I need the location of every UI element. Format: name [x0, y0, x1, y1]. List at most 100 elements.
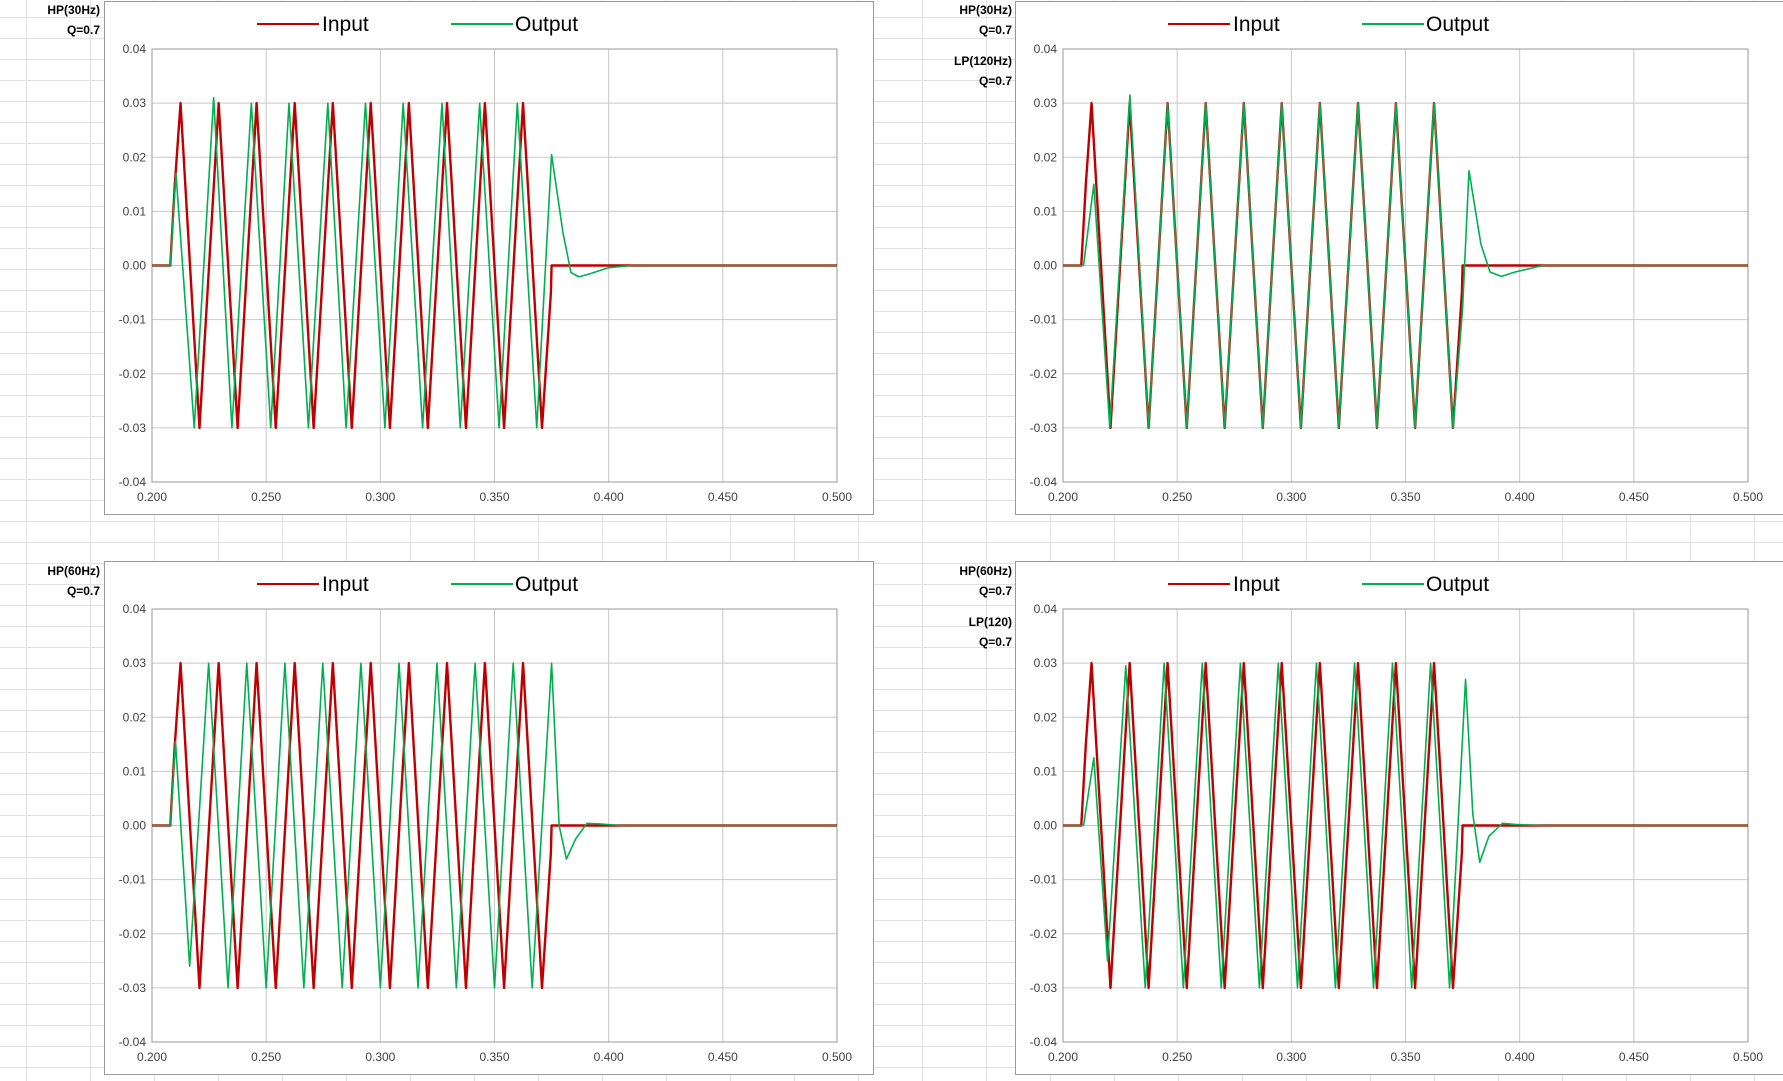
x-tick-label: 0.400 [1505, 1050, 1535, 1064]
series-line-input [152, 661, 837, 990]
x-tick-label: 0.450 [1619, 1050, 1649, 1064]
y-tick-label: -0.04 [119, 1035, 147, 1049]
series-line-input [1063, 661, 1748, 990]
y-tick-label: 0.02 [1034, 150, 1058, 164]
series-line-output [1063, 94, 1748, 429]
y-tick-label: 0.00 [1034, 819, 1058, 833]
x-tick-label: 0.350 [479, 1050, 509, 1064]
y-tick-label: 0.03 [1034, 656, 1058, 670]
y-tick-label: 0.04 [123, 602, 147, 616]
x-tick-label: 0.250 [1162, 490, 1192, 504]
x-tick-label: 0.500 [1733, 1050, 1763, 1064]
legend-label-input: Input [322, 573, 369, 596]
legend-label-output: Output [1426, 13, 1489, 36]
y-tick-label: -0.03 [119, 981, 147, 995]
series-line-output [152, 96, 837, 429]
legend-label-input: Input [1233, 573, 1280, 596]
y-tick-label: -0.03 [1030, 981, 1058, 995]
chart-svg: 0.200 0.250 0.300 0.350 0.400 0.450 0.500 0.04 0… [1030, 13, 1764, 504]
filter-label-line: Q=0.7 [66, 23, 100, 37]
legend-label-output: Output [515, 13, 578, 36]
y-tick-label: 0.04 [1034, 42, 1058, 56]
filter-label-line: LP(120) [968, 615, 1012, 629]
x-tick-label: 0.200 [137, 490, 167, 504]
row-label-bottom-left: HP(60Hz) Q=0.7 [0, 561, 100, 601]
y-tick-label: 0.04 [123, 42, 147, 56]
y-tick-label: -0.03 [1030, 421, 1058, 435]
x-tick-label: 0.250 [251, 1050, 281, 1064]
series-line-output [1063, 662, 1748, 989]
x-tick-label: 0.500 [822, 1050, 852, 1064]
y-tick-label: 0.01 [1034, 764, 1058, 778]
y-tick-label: 0.02 [123, 710, 147, 724]
x-tick-label: 0.200 [137, 1050, 167, 1064]
y-tick-label: 0.03 [1034, 96, 1058, 110]
x-tick-label: 0.350 [1390, 1050, 1420, 1064]
y-tick-label: 0.02 [1034, 710, 1058, 724]
filter-label-line: Q=0.7 [978, 584, 1012, 598]
filter-label-line: HP(30Hz) [47, 3, 100, 17]
x-tick-label: 0.450 [1619, 490, 1649, 504]
x-tick-label: 0.400 [1505, 490, 1535, 504]
x-tick-label: 0.500 [1733, 490, 1763, 504]
y-tick-label: 0.00 [123, 259, 147, 273]
y-tick-label: -0.01 [1030, 313, 1058, 327]
chart-svg: 0.200 0.250 0.300 0.350 0.400 0.450 0.500 0.04 0… [1030, 573, 1764, 1064]
y-tick-label: -0.02 [119, 367, 147, 381]
y-tick-label: -0.01 [1030, 873, 1058, 887]
y-tick-label: -0.01 [119, 313, 147, 327]
x-tick-label: 0.300 [365, 1050, 395, 1064]
x-tick-label: 0.400 [594, 490, 624, 504]
chart-bottom-right: 0.200 0.250 0.300 0.350 0.400 0.450 0.500 0.04 0… [1015, 561, 1783, 1075]
filter-label-line: HP(30Hz) [959, 3, 1012, 17]
x-tick-label: 0.450 [708, 1050, 738, 1064]
x-tick-label: 0.300 [365, 490, 395, 504]
series-line-output [152, 662, 837, 989]
x-tick-label: 0.450 [708, 490, 738, 504]
x-tick-label: 0.200 [1048, 1050, 1078, 1064]
y-tick-label: -0.03 [119, 421, 147, 435]
x-tick-label: 0.250 [1162, 1050, 1192, 1064]
row-label-top-right: HP(30Hz) Q=0.7 LP(120Hz) Q=0.7 [912, 0, 1012, 91]
x-tick-label: 0.200 [1048, 490, 1078, 504]
y-tick-label: 0.04 [1034, 602, 1058, 616]
y-tick-label: -0.02 [1030, 927, 1058, 941]
chart-bottom-left: 0.200 0.250 0.300 0.350 0.400 0.450 0.500 0.04 0… [104, 561, 874, 1075]
legend-label-input: Input [1233, 13, 1280, 36]
y-tick-label: -0.04 [1030, 475, 1058, 489]
row-label-bottom-right: HP(60Hz) Q=0.7 LP(120) Q=0.7 [912, 561, 1012, 652]
row-label-top-left: HP(30Hz) Q=0.7 [0, 0, 100, 40]
filter-label-line: LP(120Hz) [953, 54, 1012, 68]
legend-label-output: Output [515, 573, 578, 596]
y-tick-label: 0.00 [1034, 259, 1058, 273]
chart-top-left: 0.200 0.250 0.300 0.350 0.400 0.450 0.500 0.04 0… [104, 1, 874, 515]
y-tick-label: 0.03 [123, 96, 147, 110]
x-tick-label: 0.300 [1276, 1050, 1306, 1064]
x-tick-label: 0.350 [1390, 490, 1420, 504]
legend-label-input: Input [322, 13, 369, 36]
y-tick-label: -0.01 [119, 873, 147, 887]
x-tick-label: 0.500 [822, 490, 852, 504]
filter-label-line: Q=0.7 [978, 23, 1012, 37]
y-tick-label: -0.02 [119, 927, 147, 941]
chart-top-right: 0.200 0.250 0.300 0.350 0.400 0.450 0.500 0.04 0… [1015, 1, 1783, 515]
y-tick-label: -0.04 [119, 475, 147, 489]
x-tick-label: 0.250 [251, 490, 281, 504]
y-tick-label: 0.01 [123, 764, 147, 778]
x-tick-label: 0.350 [479, 490, 509, 504]
y-tick-label: 0.01 [1034, 204, 1058, 218]
x-tick-label: 0.300 [1276, 490, 1306, 504]
chart-svg: 0.200 0.250 0.300 0.350 0.400 0.450 0.500 0.04 0… [119, 13, 853, 504]
y-tick-label: 0.02 [123, 150, 147, 164]
y-tick-label: -0.04 [1030, 1035, 1058, 1049]
filter-label-line: HP(60Hz) [959, 564, 1012, 578]
x-tick-label: 0.400 [594, 1050, 624, 1064]
y-tick-label: 0.00 [123, 819, 147, 833]
legend-label-output: Output [1426, 573, 1489, 596]
filter-label-line: HP(60Hz) [47, 564, 100, 578]
y-tick-label: 0.01 [123, 204, 147, 218]
filter-label-line: Q=0.7 [978, 635, 1012, 649]
y-tick-label: 0.03 [123, 656, 147, 670]
filter-label-line: Q=0.7 [978, 74, 1012, 88]
chart-svg: 0.200 0.250 0.300 0.350 0.400 0.450 0.500 0.04 0… [119, 573, 853, 1064]
